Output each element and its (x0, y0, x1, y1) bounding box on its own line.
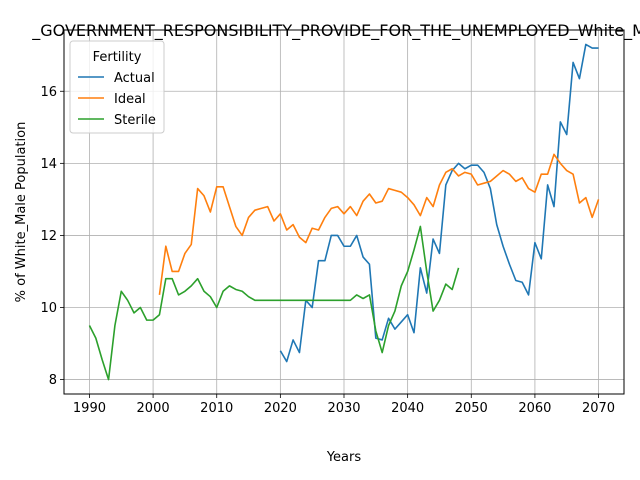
legend-items: Actual Ideal Sterile (78, 71, 156, 128)
series-line-ideal (158, 153, 600, 295)
x-tick-label: 2060 (518, 401, 551, 416)
legend-label-sterile: Sterile (114, 113, 156, 128)
y-axis-label: % of White_Male Population (14, 122, 29, 303)
legend-label-ideal: Ideal (114, 92, 146, 107)
y-tick-label: 12 (40, 229, 57, 244)
x-axis-label: Years (326, 450, 362, 465)
x-tick-label: 2020 (264, 401, 297, 416)
x-tick-label: 2000 (137, 401, 170, 416)
x-tick-label: 2050 (455, 401, 488, 416)
x-tick-label: 2070 (582, 401, 615, 416)
x-tick-label: 2040 (391, 401, 424, 416)
legend-box (69, 40, 165, 134)
y-tick-label: 10 (40, 301, 57, 316)
legend: Fertility Actual Ideal Sterile (69, 40, 165, 134)
series-lines (88, 43, 600, 381)
legend-label-actual: Actual (114, 71, 155, 86)
y-tick-label: 16 (40, 85, 57, 100)
x-axis: 1990 2000 2010 2020 2030 2040 2050 2060 2070 (73, 394, 615, 416)
series-line-actual (279, 43, 599, 363)
y-axis: 8 10 12 14 16 (40, 85, 64, 388)
y-tick-label: 14 (40, 157, 57, 172)
legend-title: Fertility (93, 50, 142, 65)
grid (64, 30, 624, 394)
x-tick-label: 2030 (327, 401, 360, 416)
x-tick-label: 2010 (200, 401, 233, 416)
series-line-sterile (88, 225, 460, 381)
chart-title: _GOVERNMENT_RESPONSIBILITY_PROVIDE_FOR_T… (31, 21, 640, 41)
x-tick-label: 1990 (73, 401, 106, 416)
y-tick-label: 8 (49, 373, 57, 388)
